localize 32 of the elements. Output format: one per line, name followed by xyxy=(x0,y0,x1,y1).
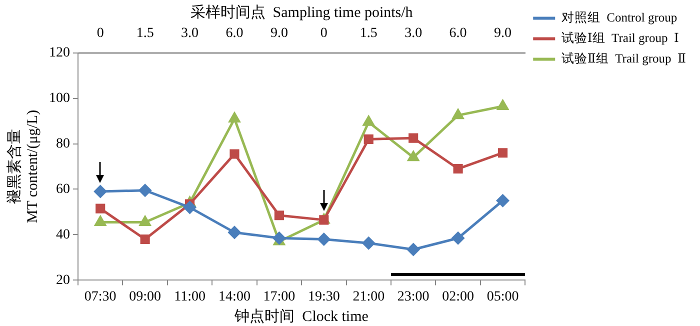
x-tick-label: 21:00 xyxy=(352,289,385,304)
y-tick-label: 20 xyxy=(56,272,70,288)
text: 6.0 xyxy=(226,26,244,42)
text: 9.0 xyxy=(494,26,512,42)
y-tick-label: 80 xyxy=(56,136,70,152)
text: 3.0 xyxy=(404,26,422,42)
legend-label: 试验Ⅰ组 Trail group Ⅰ xyxy=(561,31,679,46)
y-tick-label: 60 xyxy=(56,182,70,197)
x-tick-label: 23:00 xyxy=(397,289,430,304)
y-tick-label: 120 xyxy=(49,45,70,60)
legend-label: 试验Ⅱ组 Trail group Ⅱ xyxy=(561,52,686,66)
y-tick-label: 40 xyxy=(56,227,70,242)
x-axis-title: 钟点时间 Clock time xyxy=(234,308,369,325)
x-tick-label: 02:00 xyxy=(442,289,474,304)
text: 0 xyxy=(96,26,104,42)
text: 6.0 xyxy=(449,26,467,42)
text: 0 xyxy=(320,26,328,42)
x-tick-label: 14:00 xyxy=(218,289,250,304)
y-tick-label: 100 xyxy=(49,90,70,106)
x-tick-label: 05:00 xyxy=(486,289,519,304)
text: 1.5 xyxy=(360,26,378,42)
x2-axis-title: 采样时间点 Sampling time points/h xyxy=(190,4,414,21)
text: 9.0 xyxy=(270,26,288,42)
x-tick-label: 11:00 xyxy=(174,289,206,304)
x-tick-label: 19:30 xyxy=(308,289,340,304)
legend-label: 对照组 Control group xyxy=(561,10,678,25)
text: 3.0 xyxy=(181,26,199,42)
x-tick-label: 09:00 xyxy=(129,289,162,304)
text: 1.5 xyxy=(136,26,154,42)
x-tick-label: 07:30 xyxy=(84,289,116,304)
x-tick-label: 17:00 xyxy=(263,289,296,304)
y-axis-title: 褪黑素含量 MT content/(μg/L) xyxy=(6,110,41,224)
